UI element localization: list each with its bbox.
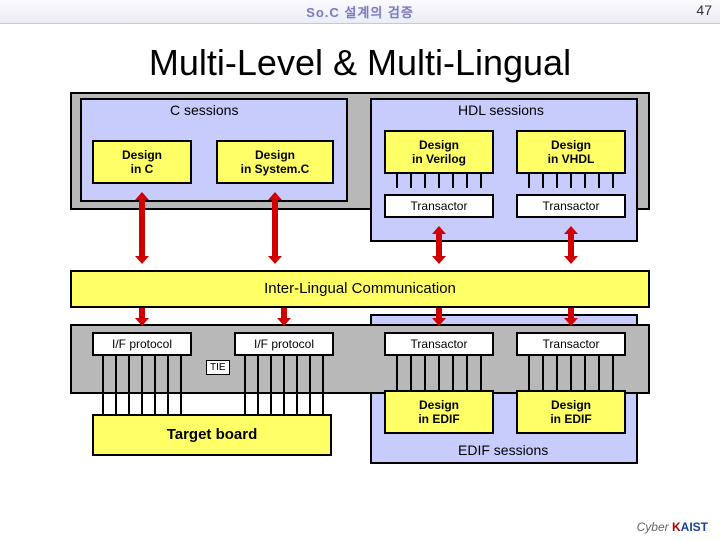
design-in-systemc-box: Design in System.C <box>216 140 334 184</box>
if-protocol-left: I/F protocol <box>92 332 192 356</box>
comb-hdl-top-left <box>396 174 482 188</box>
hdl-sessions-label: HDL sessions <box>458 102 544 118</box>
top-bar: So.C 설계의 검증 47 <box>0 0 720 24</box>
c-sessions-label: C sessions <box>170 102 238 118</box>
tie-label: TIE <box>206 360 230 375</box>
page-title: Multi-Level & Multi-Lingual <box>0 42 720 84</box>
design-in-verilog-box: Design in Verilog <box>384 130 494 174</box>
page-number: 47 <box>696 2 712 18</box>
design-in-c-box: Design in C <box>92 140 192 184</box>
comb-ifp-left <box>102 356 182 414</box>
if-protocol-right: I/F protocol <box>234 332 334 356</box>
comb-edif-right <box>528 356 614 390</box>
target-board-box: Target board <box>92 414 332 456</box>
logo-cyber: Cyber <box>637 520 669 534</box>
diagram-canvas: C sessions HDL sessions Design in C Desi… <box>40 92 680 502</box>
header-korean: So.C 설계의 검증 <box>306 2 414 21</box>
comb-hdl-top-right <box>528 174 614 188</box>
comb-edif-left <box>396 356 482 390</box>
transactor-top-left: Transactor <box>384 194 494 218</box>
comb-ifp-right <box>244 356 324 414</box>
edif-sessions-label: EDIF sessions <box>458 442 548 458</box>
design-in-edif-right: Design in EDIF <box>516 390 626 434</box>
design-in-edif-left: Design in EDIF <box>384 390 494 434</box>
transactor-top-right: Transactor <box>516 194 626 218</box>
logo-k: K <box>672 520 681 534</box>
interlingual-bar: Inter-Lingual Communication <box>70 270 650 308</box>
transactor-bottom-left: Transactor <box>384 332 494 356</box>
transactor-bottom-right: Transactor <box>516 332 626 356</box>
footer-logo: Cyber KAIST <box>637 520 708 534</box>
design-in-vhdl-box: Design in VHDL <box>516 130 626 174</box>
logo-aist: AIST <box>681 520 708 534</box>
